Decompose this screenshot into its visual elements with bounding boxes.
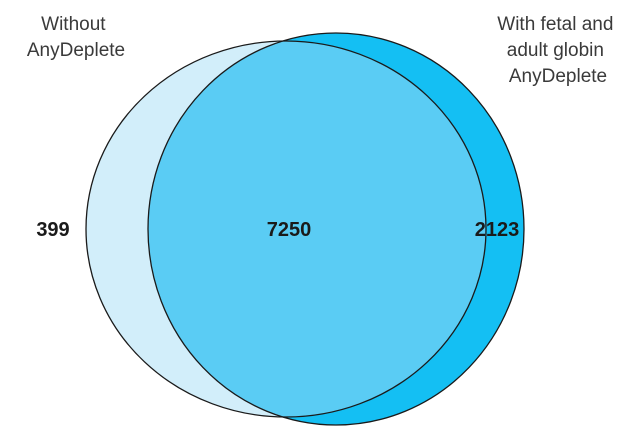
count-only-without-anydeplete: 399 (36, 219, 69, 241)
set-label-with-anydeplete: With fetal and adult globin AnyDeplete (497, 14, 618, 87)
overlap-region (148, 41, 486, 417)
set-label-without-anydeplete: Without AnyDeplete (27, 14, 125, 61)
set-without-anydeplete-outline (85, 40, 487, 418)
set-with-anydeplete-outline (147, 32, 525, 426)
count-only-with-anydeplete: 2123 (475, 219, 520, 241)
count-overlap: 7250 (267, 219, 312, 241)
